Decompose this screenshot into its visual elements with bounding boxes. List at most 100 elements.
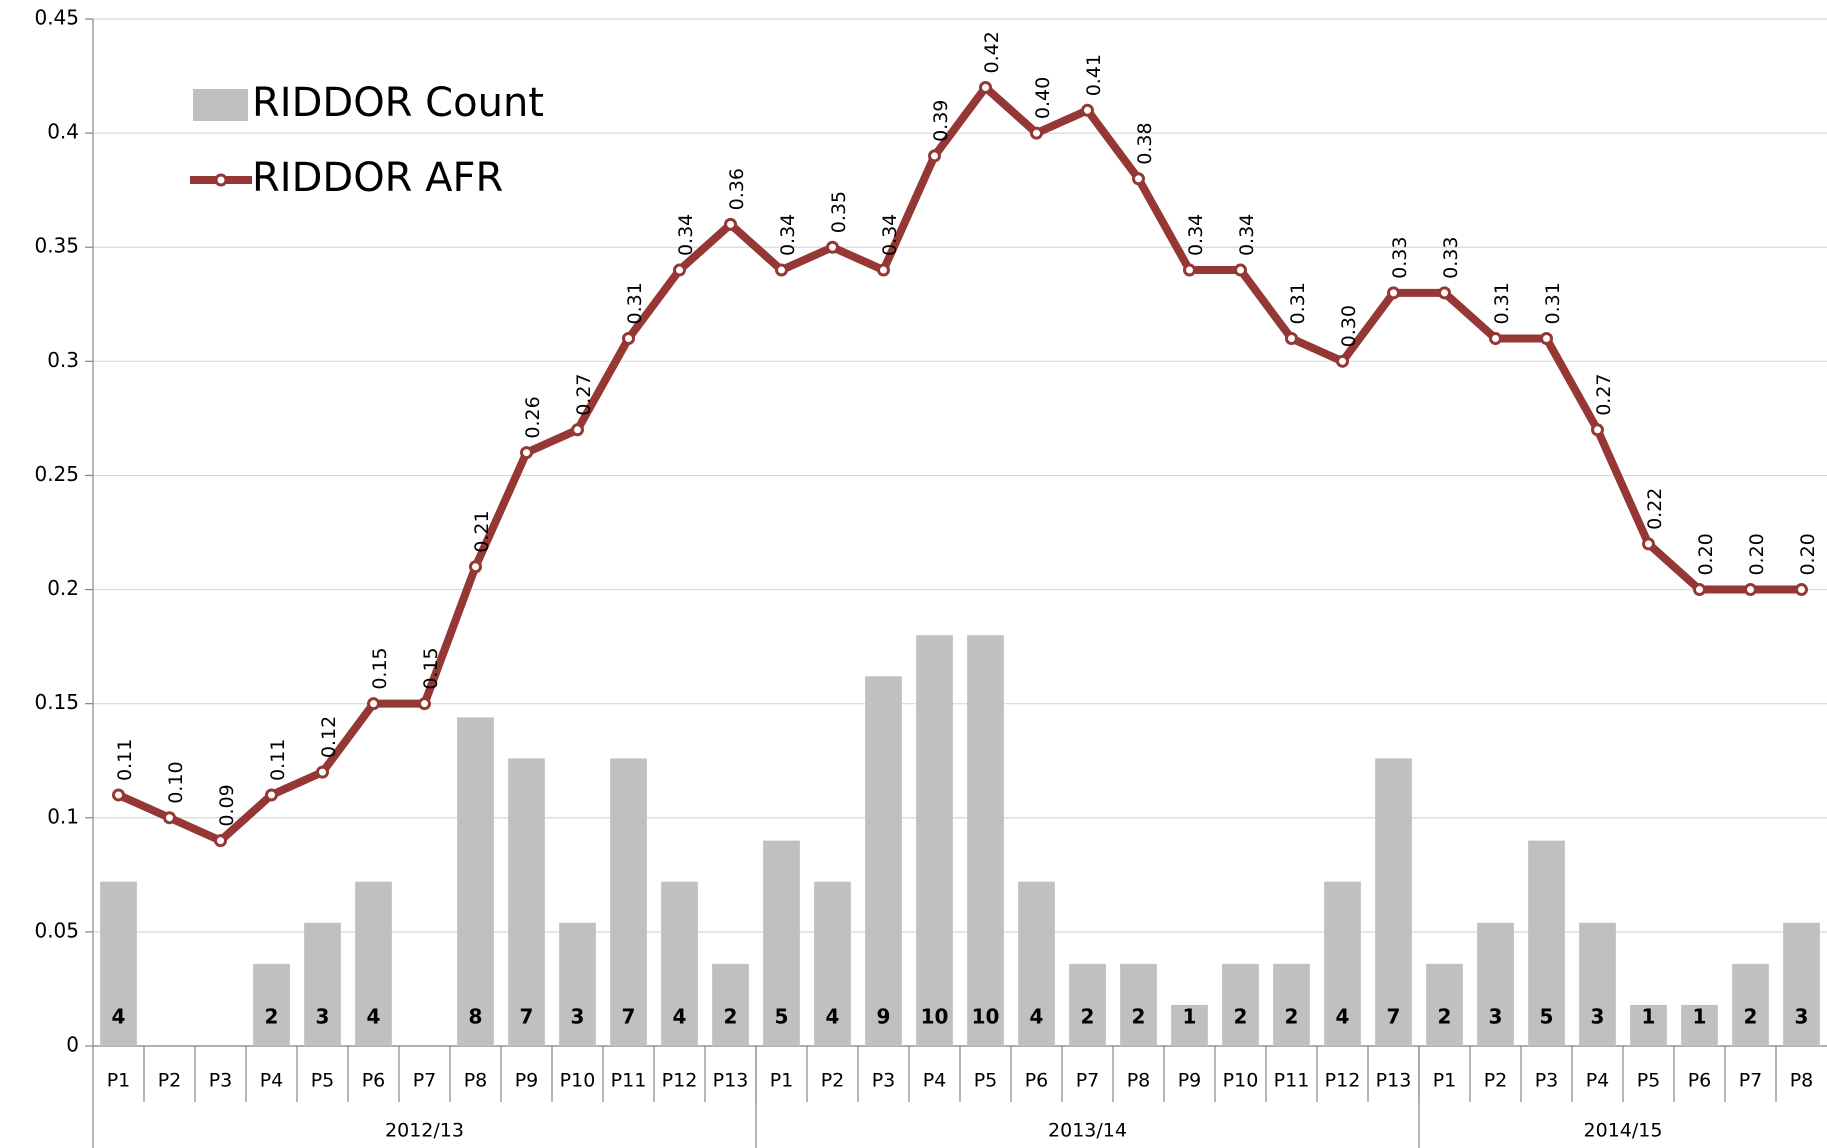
x-tick-label: P1	[770, 1070, 794, 1092]
x-tick-label: P1	[107, 1070, 131, 1092]
x-tick-label: P5	[1637, 1070, 1661, 1092]
point	[1183, 263, 1196, 277]
x-tick-label: P9	[1178, 1070, 1202, 1092]
point-label: 0.36	[726, 168, 748, 210]
x-tick-label: P8	[464, 1070, 488, 1092]
point-label: 0.42	[981, 31, 1003, 73]
y-tick-label: 0.3	[47, 348, 79, 372]
x-tick-label: P10	[1223, 1070, 1259, 1092]
bar	[1120, 963, 1157, 1046]
x-tick-label: P3	[872, 1070, 896, 1092]
bar-label: 3	[1591, 1005, 1605, 1029]
bar	[1579, 922, 1616, 1046]
point-label: 0.33	[1389, 237, 1411, 279]
bar	[1477, 922, 1514, 1046]
point-label: 0.34	[1185, 214, 1207, 256]
legend-swatch	[214, 173, 228, 187]
point-label: 0.34	[879, 214, 901, 256]
bar-label: 3	[1795, 1005, 1809, 1029]
x-tick-label: P5	[311, 1070, 335, 1092]
point	[1489, 332, 1502, 346]
point-label: 0.31	[624, 282, 646, 324]
point	[979, 80, 992, 94]
point	[418, 697, 431, 711]
bar-label: 5	[775, 1005, 789, 1029]
bar	[712, 963, 749, 1046]
bar	[1375, 758, 1412, 1046]
bar-label: 1	[1642, 1005, 1656, 1029]
point-label: 0.33	[1440, 237, 1462, 279]
x-tick-label: P2	[1484, 1070, 1508, 1092]
y-tick-label: 0.1	[47, 804, 79, 828]
x-tick-label: P13	[1376, 1070, 1412, 1092]
point-label: 0.20	[1746, 533, 1768, 575]
x-tick-label: P6	[1025, 1070, 1049, 1092]
bar	[610, 758, 647, 1046]
legend-label: RIDDOR Count	[252, 80, 544, 126]
point-label: 0.12	[318, 716, 340, 758]
point	[1234, 263, 1247, 277]
point	[469, 560, 482, 574]
x-tick-label: P7	[1076, 1070, 1100, 1092]
x-tick-label: P11	[1274, 1070, 1310, 1092]
x-tick-label: P4	[1586, 1070, 1610, 1092]
bar-label: 7	[1387, 1005, 1401, 1029]
y-tick-label: 0.35	[34, 234, 79, 258]
bar	[967, 635, 1004, 1046]
x-tick-label: P10	[560, 1070, 596, 1092]
point-label: 0.21	[471, 510, 493, 552]
bar	[457, 717, 494, 1046]
y-tick-label: 0.2	[47, 576, 79, 600]
bar	[508, 758, 545, 1046]
bar	[1426, 963, 1463, 1046]
bar	[1222, 963, 1259, 1046]
point-label: 0.27	[1593, 373, 1615, 415]
point	[1285, 332, 1298, 346]
x-tick-label: P8	[1790, 1070, 1814, 1092]
point-label: 0.20	[1797, 533, 1819, 575]
group-label: 2012/13	[385, 1120, 464, 1142]
point	[1336, 354, 1349, 368]
point-label: 0.41	[1083, 54, 1105, 96]
point-label: 0.34	[675, 214, 697, 256]
x-tick-label: P8	[1127, 1070, 1151, 1092]
bar	[253, 963, 290, 1046]
point	[1693, 583, 1706, 597]
group-label: 2014/15	[1584, 1120, 1663, 1142]
bar	[1528, 840, 1565, 1046]
point	[724, 217, 737, 231]
bar-label: 3	[316, 1005, 330, 1029]
bar-label: 4	[673, 1005, 687, 1029]
point	[316, 765, 329, 779]
point	[673, 263, 686, 277]
y-tick-label: 0.25	[34, 462, 79, 486]
x-tick-label: P11	[611, 1070, 647, 1092]
x-tick-label: P3	[1535, 1070, 1559, 1092]
bar	[355, 881, 392, 1046]
bar-label: 4	[367, 1005, 381, 1029]
point-label: 0.22	[1644, 488, 1666, 530]
point	[622, 332, 635, 346]
bar-label: 1	[1183, 1005, 1197, 1029]
group-label: 2013/14	[1048, 1120, 1127, 1142]
bar-label: 3	[1489, 1005, 1503, 1029]
x-tick-label: P6	[1688, 1070, 1712, 1092]
x-tick-label: P7	[1739, 1070, 1763, 1092]
point	[1030, 126, 1043, 140]
bar-label: 2	[1081, 1005, 1095, 1029]
point	[214, 834, 227, 848]
y-tick-label: 0.15	[34, 690, 79, 714]
x-tick-label: P3	[209, 1070, 233, 1092]
x-tick-label: P2	[158, 1070, 182, 1092]
x-tick-label: P4	[923, 1070, 947, 1092]
x-tick-label: P4	[260, 1070, 284, 1092]
bar-label: 9	[877, 1005, 891, 1029]
point-label: 0.39	[930, 100, 952, 142]
bar-label: 2	[265, 1005, 279, 1029]
point-label: 0.34	[777, 214, 799, 256]
bar-label: 2	[724, 1005, 738, 1029]
point	[1387, 286, 1400, 300]
y-tick-label: 0.05	[34, 918, 79, 942]
point	[1642, 537, 1655, 551]
bar-label: 2	[1234, 1005, 1248, 1029]
